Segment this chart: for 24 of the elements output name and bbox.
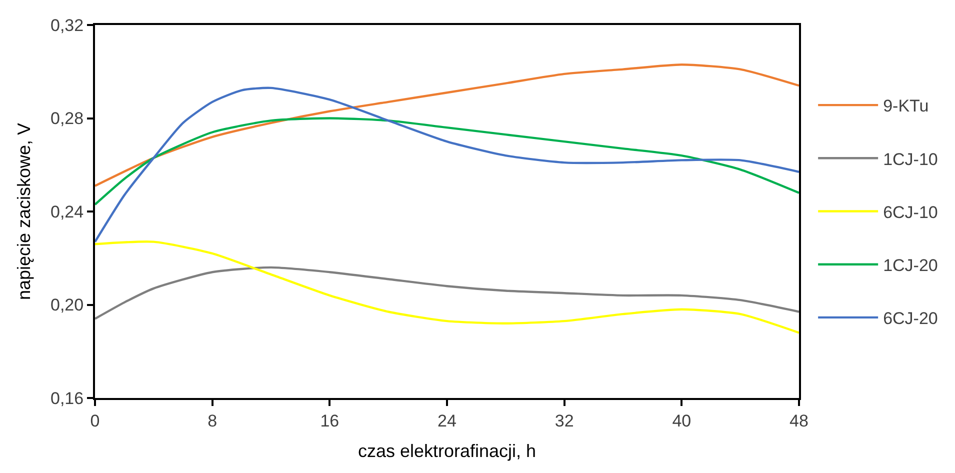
legend-label: 1CJ-20 (883, 256, 938, 275)
line-series (95, 86, 799, 243)
x-tick-label: 0 (90, 411, 100, 430)
x-tick-label: 8 (208, 411, 218, 430)
y-axis-title: napięcie zaciskowe, V (14, 122, 34, 300)
x-tick-label: 16 (320, 411, 340, 430)
line-series (95, 117, 799, 206)
y-tick-label: 0,24 (50, 202, 84, 222)
x-tick-label: 40 (672, 411, 692, 430)
legend-label: 6CJ-20 (883, 309, 938, 328)
legend-label: 9-KTu (883, 96, 929, 116)
line-series (95, 240, 799, 334)
x-axis-title: czas elektrorafinacji, h (358, 441, 536, 461)
legend-label: 6CJ-10 (883, 202, 938, 222)
x-tick-label: 32 (554, 411, 574, 430)
legend-label: 1CJ-10 (883, 150, 938, 169)
line-series (95, 64, 799, 187)
line-series (95, 266, 799, 320)
y-tick-label: 0,28 (50, 109, 84, 128)
x-tick-label: 24 (438, 411, 456, 430)
y-tick-label: 0,16 (50, 388, 84, 408)
x-tick-label: 48 (790, 411, 808, 430)
y-tick-label: 0,32 (50, 16, 84, 35)
y-tick-label: 0,20 (50, 296, 84, 315)
